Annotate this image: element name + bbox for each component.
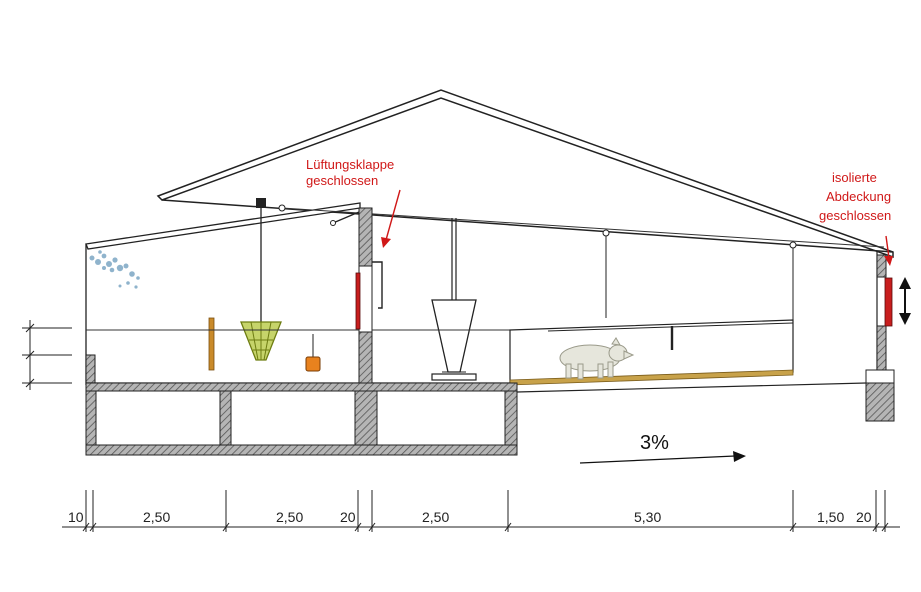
cover-label-1: isolierte	[832, 170, 877, 185]
left-wall-hatch	[85, 354, 96, 384]
dust-cloud	[89, 250, 140, 289]
cover-pointer	[885, 235, 890, 259]
dim-label-8: 20	[856, 509, 872, 525]
ceiling-pin-1	[602, 229, 610, 237]
dim-label-5: 2,50	[422, 509, 449, 525]
arrow-right-icon	[733, 451, 746, 462]
vent-flap-pointer-head	[381, 237, 391, 248]
floor-line-right	[516, 382, 867, 393]
middle-wall-upper	[358, 207, 373, 267]
vent-flap-label-1: Lüftungsklappe	[306, 157, 394, 172]
dim-label-7: 1,50	[817, 509, 844, 525]
flap-bracket	[332, 211, 360, 224]
ceiling-line-right	[281, 207, 885, 248]
right-wall-hatch-upper	[876, 254, 887, 278]
dim-label-2: 2,50	[143, 509, 170, 525]
middle-wall-lower	[358, 331, 373, 389]
insulated-cover-panel	[884, 277, 893, 327]
feed-funnel	[431, 299, 477, 381]
dim-label-6: 5,30	[634, 509, 661, 525]
dim-label-3: 2,50	[276, 509, 303, 525]
roof-beam-hanger	[256, 198, 266, 208]
dim-label-1: 10	[68, 509, 84, 525]
hanger-pin	[278, 204, 286, 212]
hay-rack	[240, 321, 282, 361]
orange-feeder	[305, 356, 321, 372]
pig-figure	[559, 337, 635, 380]
dim-label-4: 20	[340, 509, 356, 525]
upper-roof-underside	[161, 199, 894, 253]
run-rail	[547, 322, 794, 332]
ventilation-flap	[372, 261, 383, 309]
dimension-line	[62, 490, 900, 532]
right-wall-hatch-lower	[876, 325, 887, 371]
height-ticks	[22, 320, 72, 390]
vent-flap-label-2: geschlossen	[306, 173, 378, 188]
cover-label-2: Abdeckung	[826, 189, 891, 204]
cover-pointer-head	[884, 256, 893, 266]
vent-flap-pointer	[385, 189, 401, 241]
wooden-post	[208, 317, 215, 371]
cover-label-3: geschlossen	[819, 208, 891, 223]
upper-roof	[156, 89, 894, 259]
double-arrow-vertical-icon	[899, 277, 911, 325]
slope-arrow-line	[579, 455, 736, 464]
slope-label: 3%	[640, 432, 669, 454]
flap-pivot	[330, 220, 336, 226]
vent-panel-left	[355, 272, 361, 330]
foundation	[85, 369, 895, 456]
ceiling-pin-2	[789, 241, 797, 249]
